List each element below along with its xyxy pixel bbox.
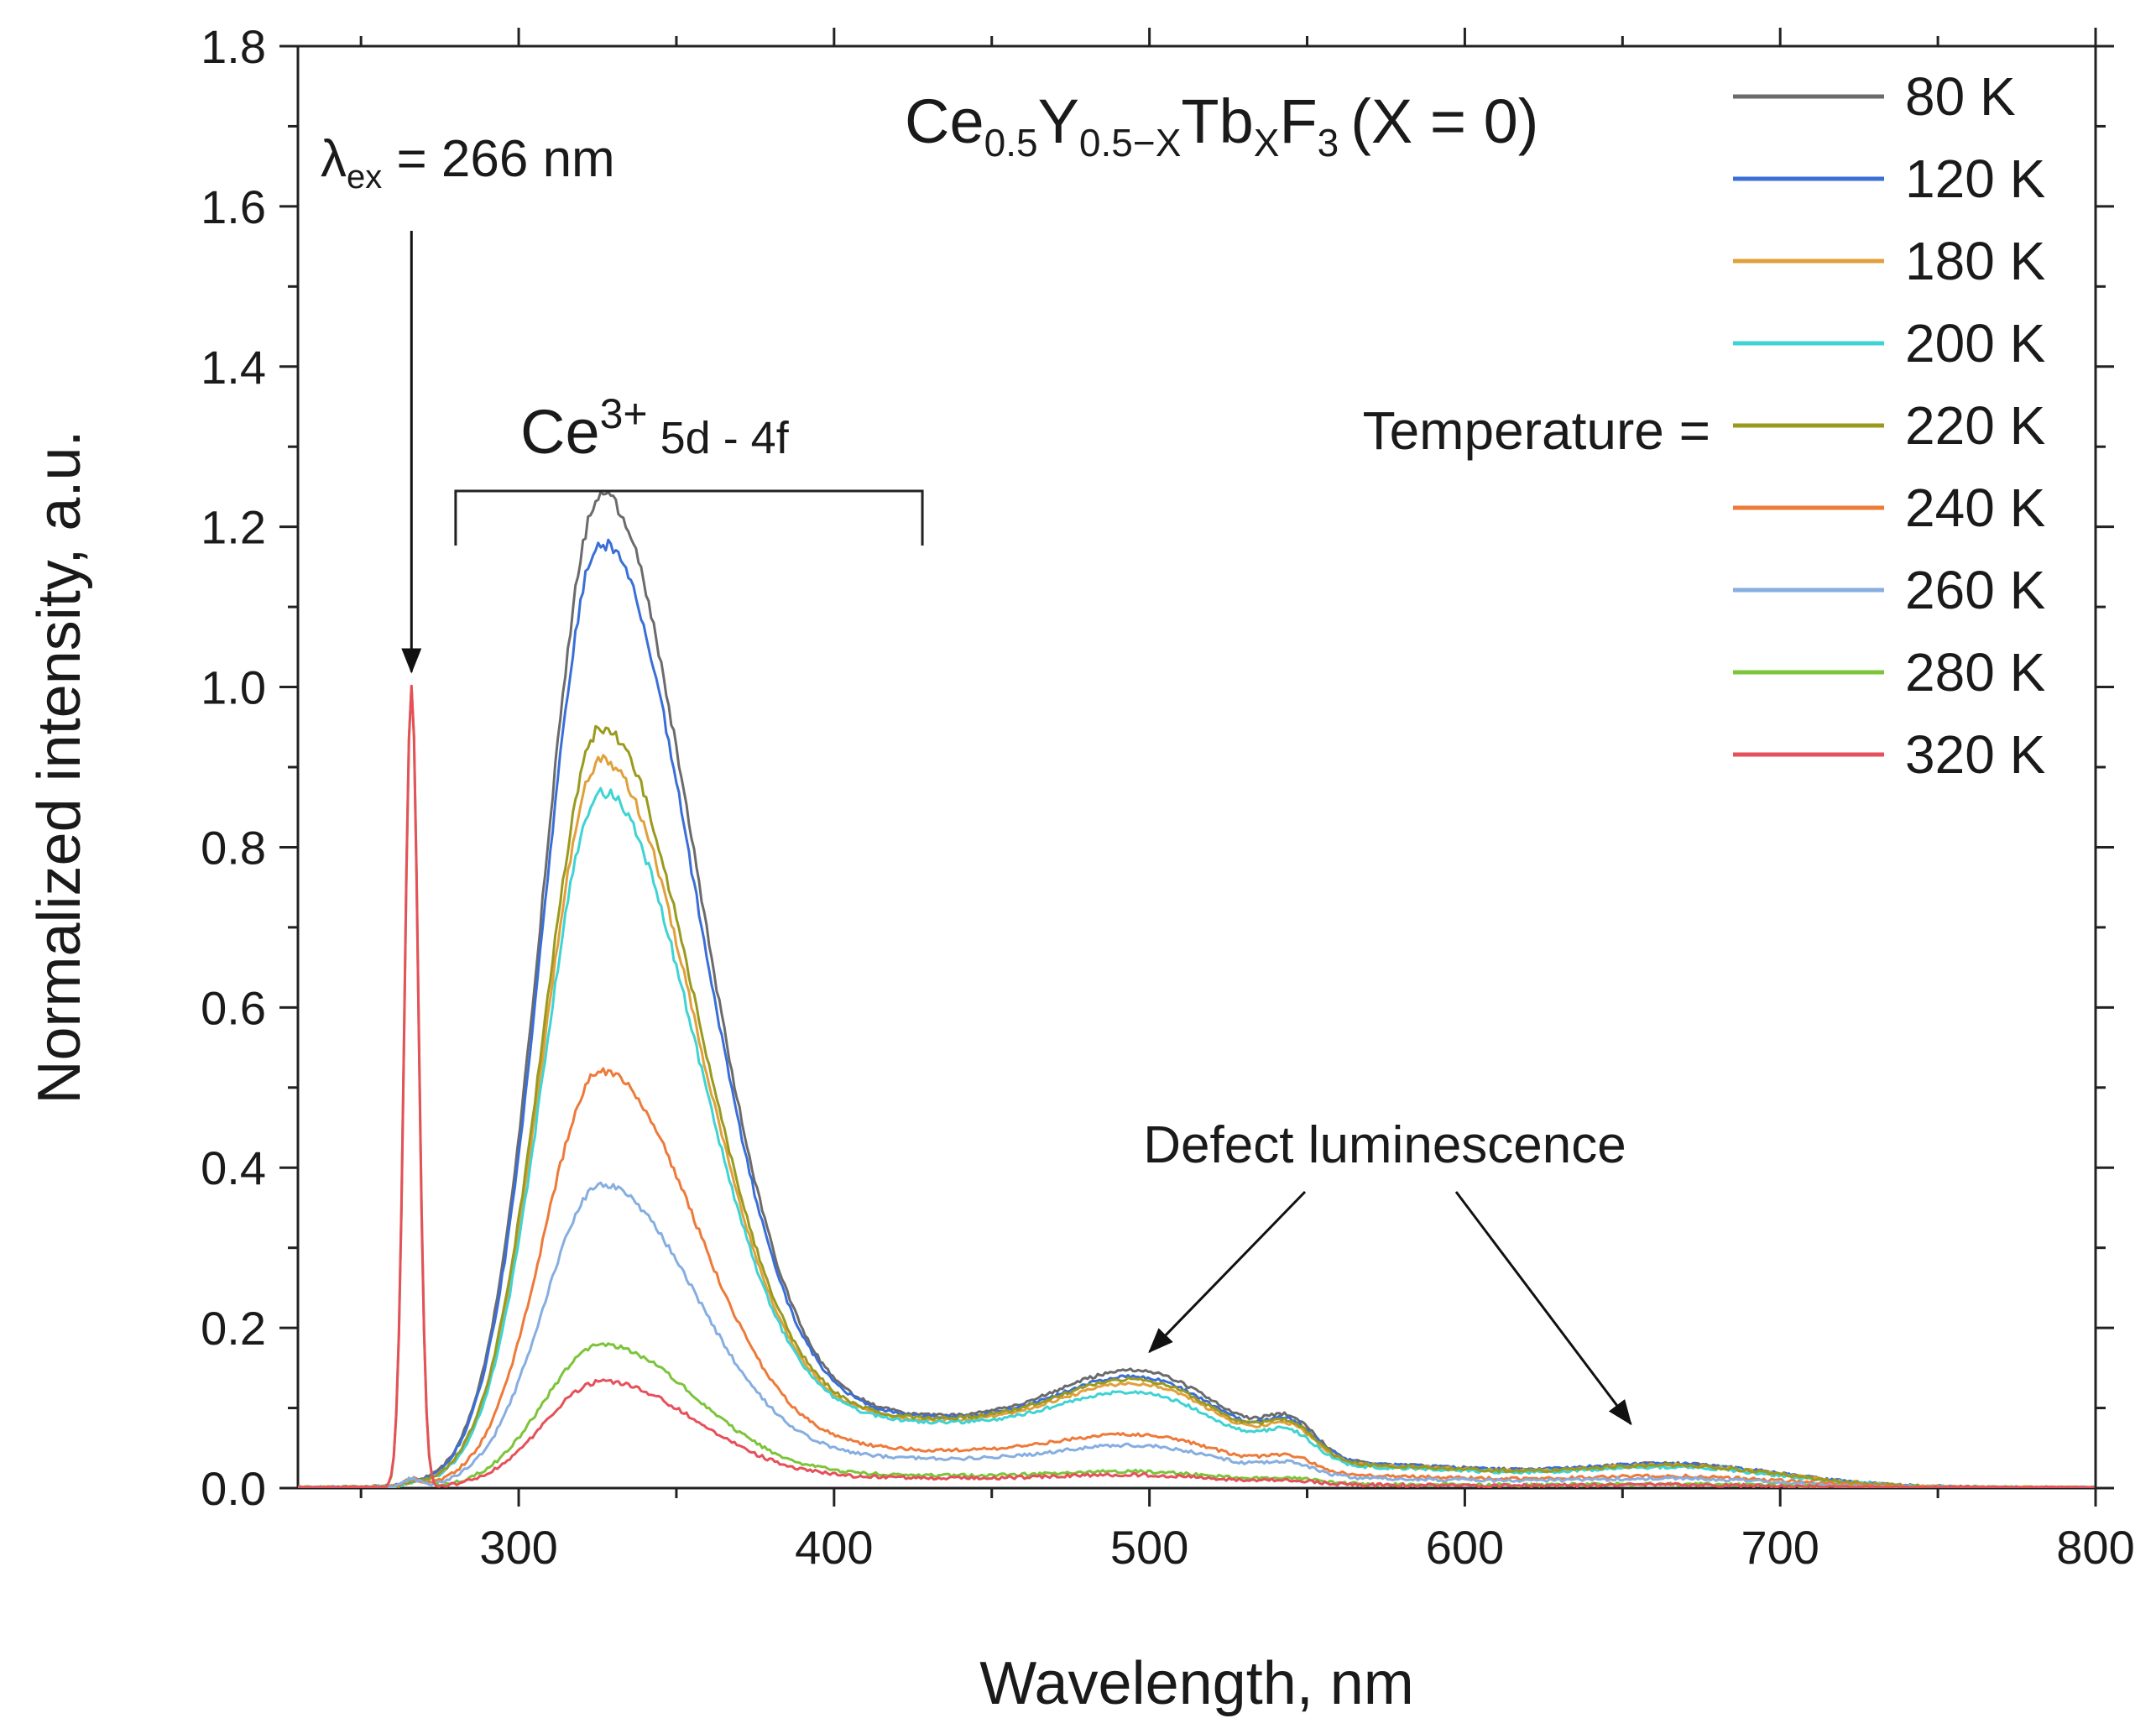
series-group (298, 490, 2095, 1488)
x-axis-ticks: 300 400 500 600 700 800 (359, 28, 2135, 1574)
legend-label: 280 K (1905, 642, 2045, 702)
x-tick-label: 700 (1741, 1521, 1819, 1574)
defect-arrow-1 (1148, 1190, 1307, 1354)
series-line (298, 685, 2095, 1488)
legend-label: 260 K (1905, 560, 2045, 620)
y-tick-label: 1.4 (201, 341, 266, 394)
defect-arrow-2 (1454, 1191, 1632, 1426)
legend-label: 320 K (1905, 724, 2045, 785)
y-tick-label: 0.6 (201, 981, 266, 1034)
x-tick-label: 800 (2056, 1521, 2134, 1574)
y-axis-title: Normalized intensity, a.u. (26, 430, 93, 1104)
defect-label: Defect luminescence (1143, 1116, 1626, 1174)
y-tick-label: 0.4 (201, 1141, 266, 1194)
y-tick-label: 0.2 (201, 1302, 266, 1355)
excitation-label: λex = 266 nm (321, 130, 615, 196)
x-tick-label: 600 (1426, 1521, 1504, 1574)
series-line (298, 786, 2095, 1488)
ce-band-label: Ce3+ 5d - 4f (520, 390, 790, 467)
series-line (298, 490, 2095, 1488)
y-tick-label: 1.6 (201, 180, 266, 233)
legend-label: 120 K (1905, 149, 2045, 209)
y-tick-label: 1.8 (201, 20, 266, 73)
ce-band-bracket (454, 489, 924, 546)
legend-label: 80 K (1905, 66, 2016, 127)
legend-label: 200 K (1905, 313, 2045, 373)
legend-label: 240 K (1905, 478, 2045, 538)
y-axis-ticks: 0.0 0.2 0.4 0.6 0.8 1.0 1.2 1.4 1.6 1.8 (201, 20, 2114, 1515)
series-line (298, 1067, 2095, 1488)
legend-title: Temperature = (1363, 400, 1710, 461)
y-tick-label: 1.0 (201, 661, 266, 714)
series-line (298, 1181, 2095, 1488)
x-axis-title: Wavelength, nm (979, 1650, 1414, 1717)
legend-label: 180 K (1905, 231, 2045, 291)
y-tick-label: 1.2 (201, 501, 266, 554)
legend: 80 K 120 K 180 K 200 K 220 K 240 K 260 K 280 K 3… (1733, 66, 2045, 785)
legend-label: 220 K (1905, 395, 2045, 456)
series-line (298, 538, 2095, 1488)
series-line (298, 724, 2095, 1488)
x-tick-label: 400 (795, 1521, 873, 1574)
x-tick-label: 500 (1110, 1521, 1188, 1574)
y-tick-label: 0.0 (201, 1462, 266, 1515)
x-tick-label: 300 (479, 1521, 557, 1574)
series-line (298, 684, 2095, 1488)
chart-title: Ce0.5Y0.5−XTbXF3 (X = 0) (905, 86, 1538, 165)
y-tick-label: 0.8 (201, 821, 266, 874)
